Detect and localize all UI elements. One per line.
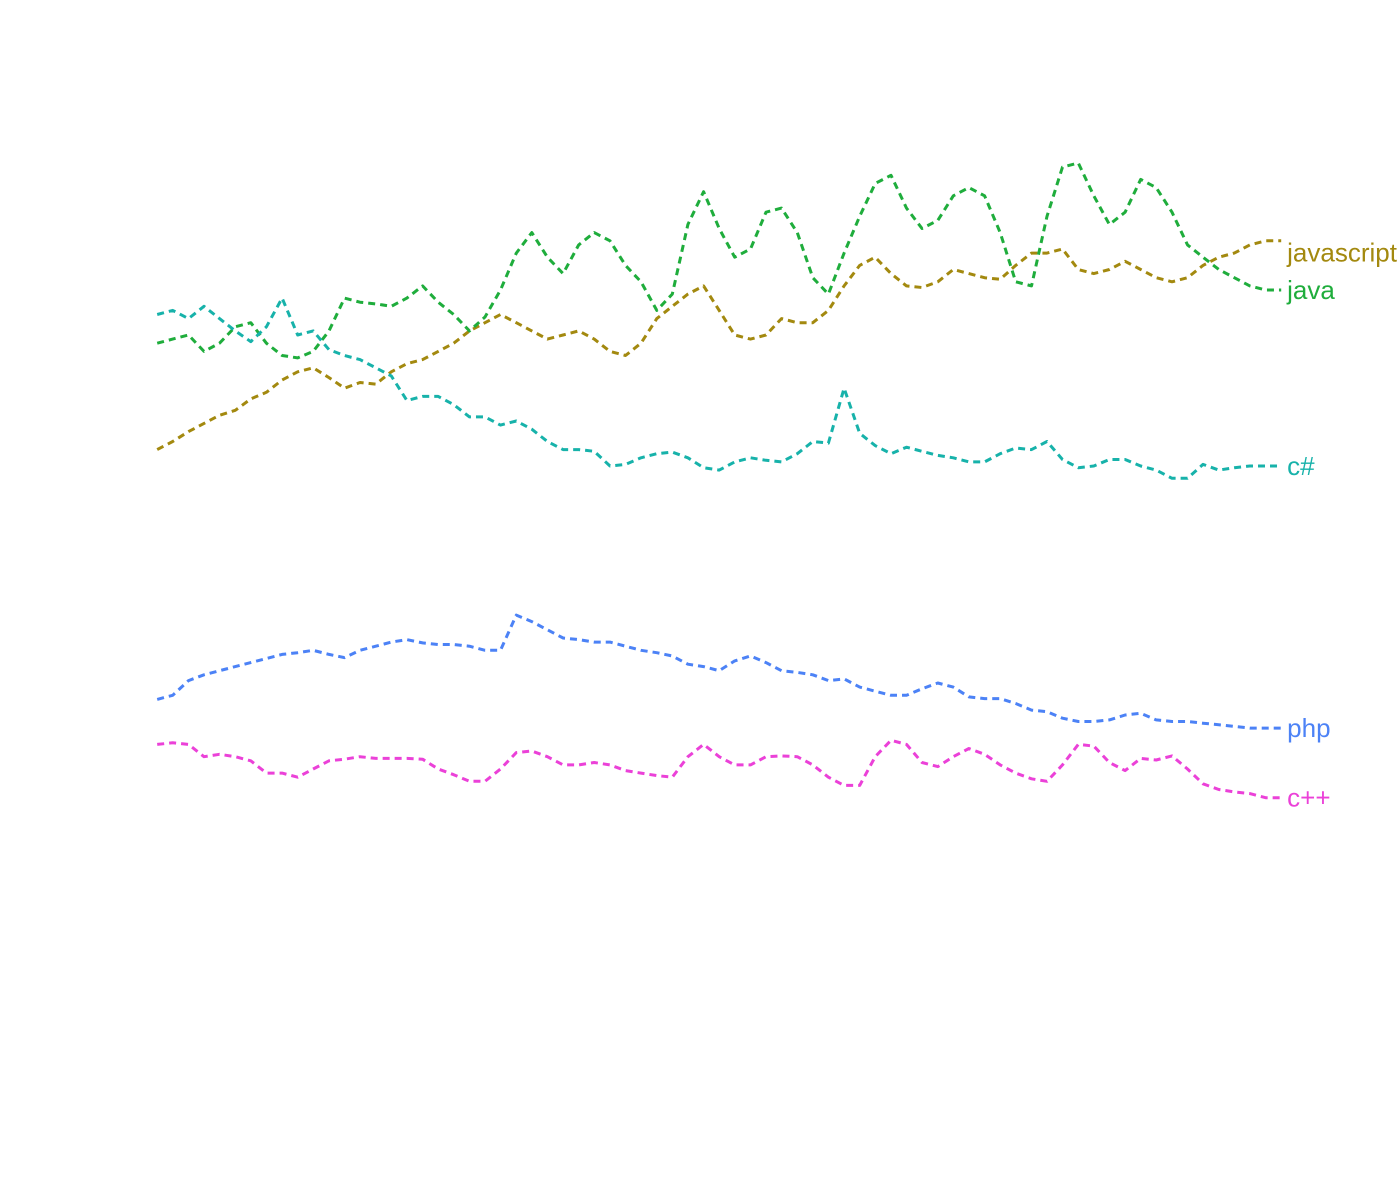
series-label-csharp: c# [1287,451,1315,481]
chart-title: Growth of major programming languages [100,10,789,49]
y-tick-label: 6% [57,571,86,593]
x-tick-label: 2018 [1306,1129,1351,1151]
x-axis-title: Time [711,1160,772,1191]
y-axis-ticks: 0% 3% 6% 9% [57,325,86,1084]
series-line-csharp [156,296,1282,480]
series-label-cplusplus: c++ [1287,783,1330,813]
series-label-java: java [1286,275,1335,305]
x-tick-label: 2016 [931,1129,976,1151]
x-tick-label: 2014 [556,1129,601,1151]
series-lines [156,161,1282,800]
series-label-php: php [1287,713,1330,743]
series-line-javascript [156,239,1282,451]
y-tick-label: 0% [57,1062,86,1084]
x-axis-ticks: 2012 2014 2016 2018 [182,1129,1351,1151]
chart-subtitle: Based on Stack Overflow question views i… [100,64,924,89]
series-line-php [156,613,1282,730]
y-axis-title: % of overall question views each month [13,366,44,858]
y-tick-label: 9% [57,325,86,347]
series-label-python: python [1287,214,1365,244]
series-line-python [156,226,1282,761]
series-line-java [156,161,1282,360]
x-tick-label: 2012 [182,1129,227,1151]
series-line-cplusplus [157,738,1282,800]
series-label-javascript: javascript [1286,238,1398,268]
y-tick-label: 3% [57,816,86,838]
